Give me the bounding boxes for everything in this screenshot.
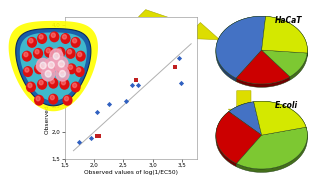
- Circle shape: [76, 51, 86, 62]
- Circle shape: [53, 53, 59, 60]
- Polygon shape: [266, 16, 307, 57]
- Polygon shape: [262, 16, 307, 53]
- Circle shape: [34, 95, 44, 106]
- Circle shape: [46, 48, 50, 53]
- Circle shape: [68, 50, 72, 54]
- Circle shape: [28, 83, 32, 88]
- Circle shape: [56, 63, 67, 74]
- Point: [130, 83, 135, 86]
- Polygon shape: [254, 101, 306, 131]
- Polygon shape: [262, 50, 307, 77]
- Circle shape: [68, 65, 73, 69]
- Circle shape: [50, 49, 63, 63]
- Circle shape: [62, 95, 73, 106]
- Polygon shape: [228, 91, 259, 119]
- Circle shape: [45, 63, 55, 74]
- Circle shape: [57, 48, 61, 53]
- Point: [177, 57, 182, 60]
- Circle shape: [39, 80, 43, 85]
- Circle shape: [50, 79, 54, 84]
- Circle shape: [45, 58, 58, 72]
- Point: [173, 65, 178, 68]
- Circle shape: [75, 66, 85, 77]
- Circle shape: [33, 48, 43, 59]
- Circle shape: [39, 35, 43, 39]
- Circle shape: [55, 57, 68, 71]
- Polygon shape: [290, 53, 307, 80]
- Polygon shape: [236, 127, 307, 169]
- Point: [94, 110, 99, 113]
- Circle shape: [48, 78, 58, 89]
- Circle shape: [70, 81, 81, 93]
- Circle shape: [36, 96, 40, 101]
- Circle shape: [37, 33, 47, 44]
- Polygon shape: [236, 77, 290, 87]
- Polygon shape: [229, 102, 254, 115]
- Circle shape: [58, 60, 65, 67]
- Circle shape: [23, 66, 33, 77]
- Polygon shape: [216, 16, 266, 78]
- Circle shape: [36, 58, 50, 73]
- Text: HaCaT: HaCaT: [275, 16, 302, 25]
- Y-axis label: Observed values of log(1/EC₅₀): Observed values of log(1/EC₅₀): [45, 42, 50, 133]
- Point: [134, 78, 139, 81]
- Circle shape: [25, 68, 29, 72]
- Circle shape: [29, 39, 33, 43]
- Polygon shape: [216, 112, 236, 167]
- Point: [106, 103, 111, 106]
- Circle shape: [73, 83, 77, 88]
- Polygon shape: [139, 10, 220, 40]
- Polygon shape: [216, 112, 262, 163]
- Circle shape: [62, 35, 67, 39]
- Circle shape: [77, 68, 81, 72]
- Circle shape: [24, 52, 28, 57]
- Polygon shape: [236, 50, 290, 84]
- Circle shape: [58, 64, 62, 69]
- Circle shape: [70, 37, 81, 48]
- Circle shape: [50, 95, 54, 100]
- Point: [77, 140, 82, 143]
- Circle shape: [67, 63, 77, 74]
- Polygon shape: [229, 102, 262, 135]
- Circle shape: [34, 63, 44, 74]
- Polygon shape: [236, 127, 307, 172]
- Point: [89, 137, 94, 140]
- Circle shape: [26, 81, 36, 93]
- Point: [94, 135, 99, 138]
- Circle shape: [55, 47, 66, 58]
- Circle shape: [65, 96, 68, 101]
- Circle shape: [48, 62, 54, 68]
- Circle shape: [59, 79, 69, 90]
- Circle shape: [47, 64, 51, 69]
- Polygon shape: [254, 101, 306, 135]
- Polygon shape: [9, 21, 98, 111]
- Point: [124, 99, 129, 102]
- Circle shape: [61, 80, 66, 85]
- Text: E.coli: E.coli: [275, 101, 298, 110]
- Circle shape: [36, 65, 40, 69]
- Point: [179, 81, 184, 84]
- Circle shape: [44, 47, 54, 58]
- Polygon shape: [16, 29, 91, 106]
- Polygon shape: [20, 33, 87, 101]
- Circle shape: [78, 52, 82, 57]
- Circle shape: [22, 51, 32, 62]
- Point: [136, 83, 141, 86]
- Circle shape: [49, 31, 59, 42]
- Circle shape: [60, 33, 70, 44]
- Circle shape: [37, 79, 47, 90]
- Circle shape: [56, 67, 69, 81]
- Circle shape: [45, 70, 51, 77]
- X-axis label: Observed values of log(1/EC50): Observed values of log(1/EC50): [84, 170, 178, 175]
- Circle shape: [66, 48, 76, 59]
- Circle shape: [27, 37, 37, 48]
- Circle shape: [35, 50, 39, 54]
- Circle shape: [48, 94, 58, 105]
- Circle shape: [73, 39, 77, 43]
- Polygon shape: [216, 16, 266, 82]
- Circle shape: [42, 67, 55, 81]
- Point: [96, 135, 101, 138]
- Circle shape: [51, 33, 55, 37]
- Circle shape: [59, 70, 66, 77]
